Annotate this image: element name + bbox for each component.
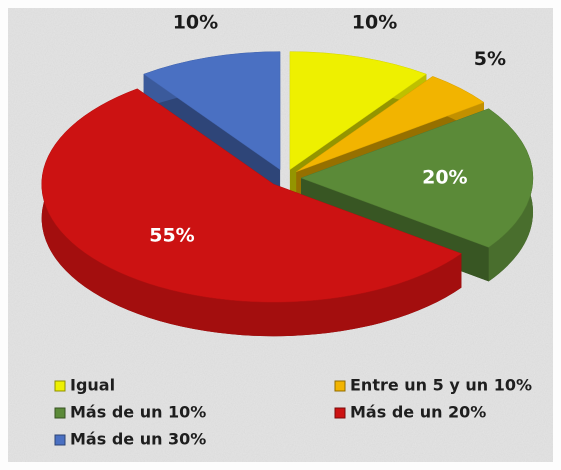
legend-swatch: [54, 380, 66, 392]
legend-label: Más de un 20%: [350, 403, 486, 422]
data-label: 5%: [474, 48, 506, 70]
data-label: 20%: [422, 167, 467, 189]
slice-top: [296, 76, 485, 173]
slice-top: [143, 51, 281, 171]
legend-swatch: [54, 407, 66, 419]
legend: Igual Entre un 5 y un 10% Más de un 10% Más…: [54, 376, 532, 449]
legend-swatch: [334, 407, 346, 419]
pie: 10% 5% 20% 55% 10%: [41, 12, 534, 337]
slice-top: [289, 51, 427, 171]
slice-top: [41, 88, 462, 303]
legend-label: Más de un 10%: [70, 403, 206, 422]
legend-swatch: [54, 434, 66, 446]
legend-label: Más de un 30%: [70, 430, 206, 449]
data-label: 10%: [352, 12, 397, 34]
slice-top: [300, 108, 534, 248]
slice: [41, 88, 462, 337]
legend-label: Igual: [70, 376, 115, 395]
legend-swatch: [334, 380, 346, 392]
data-label: 10%: [173, 12, 218, 34]
legend-label: Entre un 5 y un 10%: [350, 376, 532, 395]
data-label: 55%: [149, 224, 194, 246]
